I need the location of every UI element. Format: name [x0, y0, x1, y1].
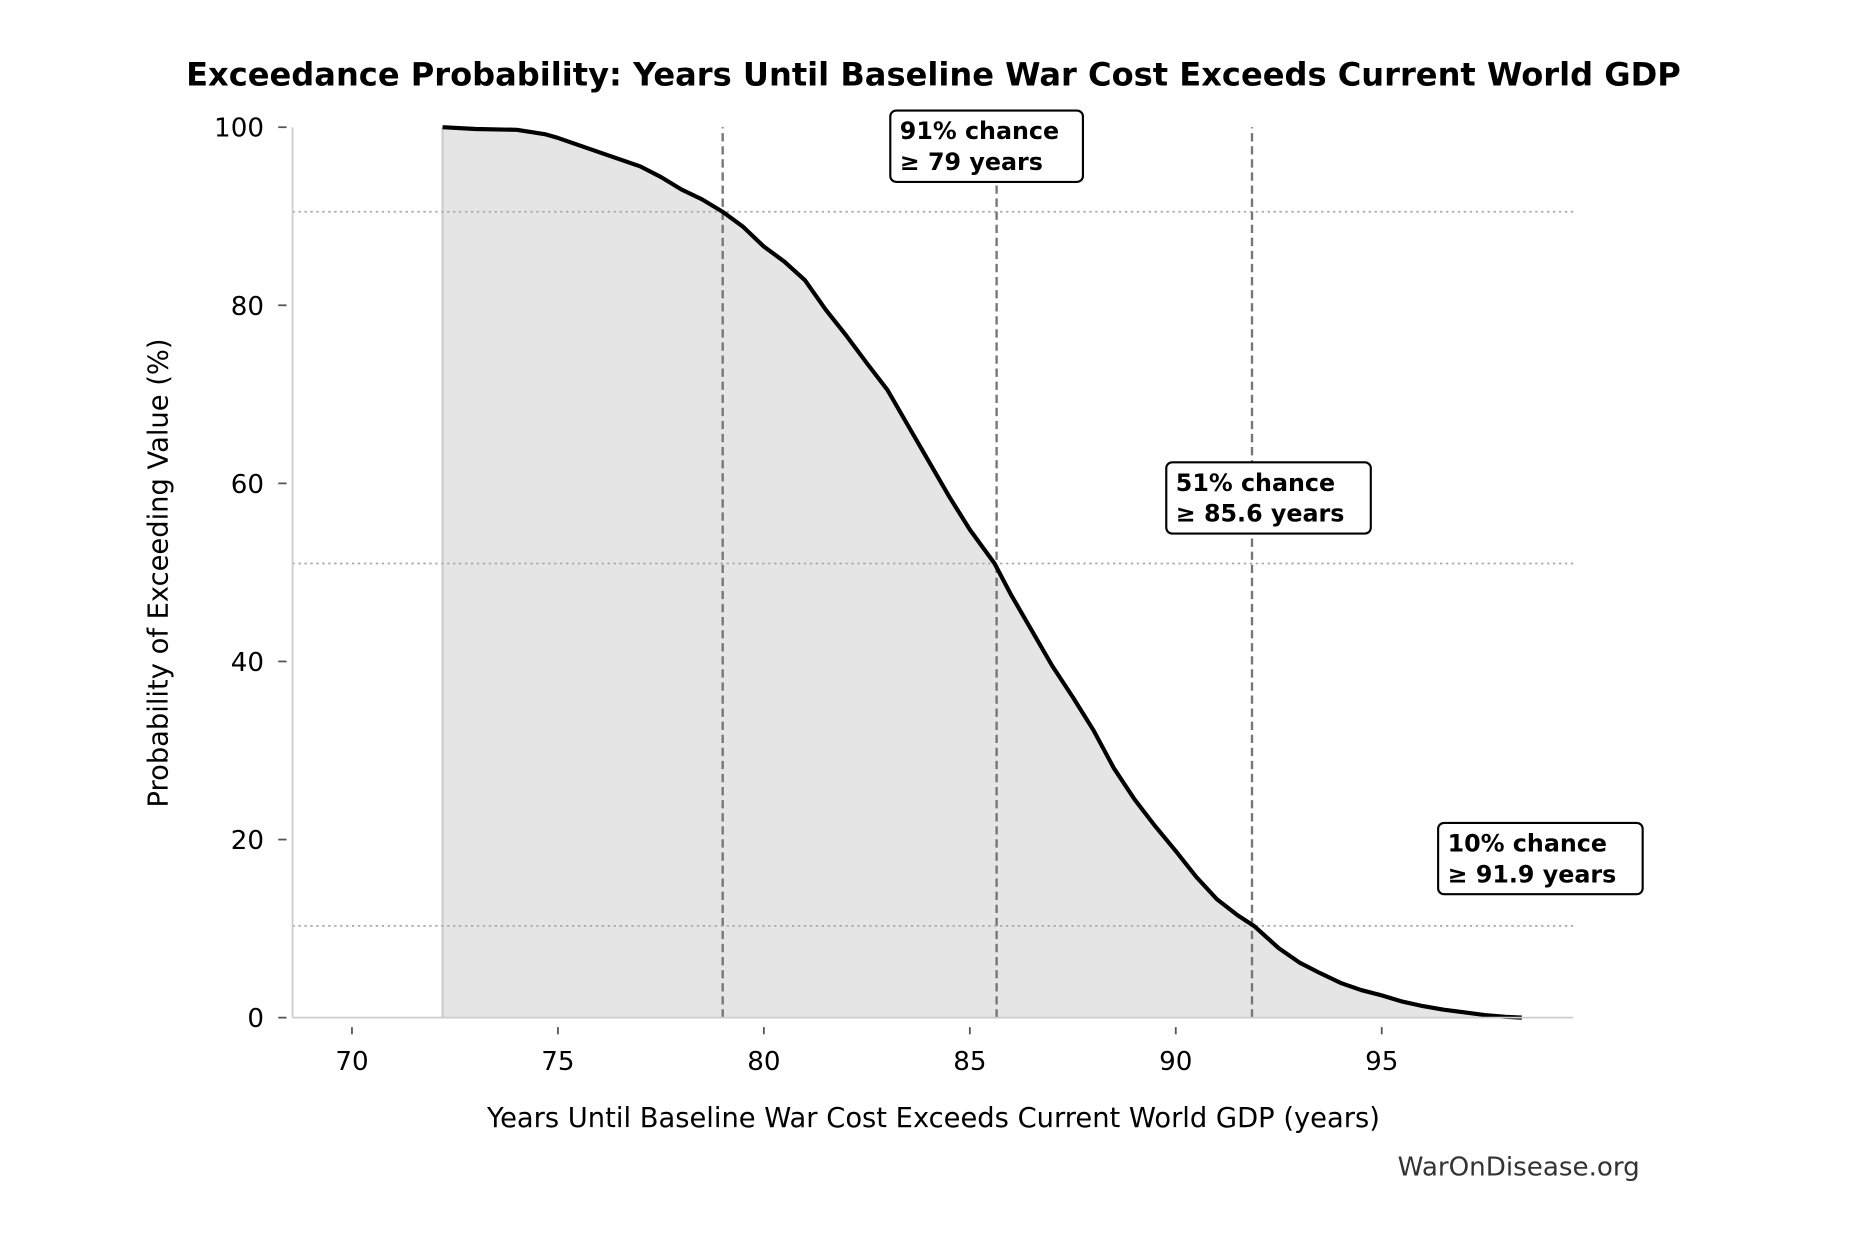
x-tick-label: 75 [541, 1047, 574, 1077]
annotation-line1: 10% chance [1448, 829, 1607, 857]
x-tick-label: 80 [747, 1047, 780, 1077]
annotation-line1: 51% chance [1176, 469, 1335, 497]
chart-title: Exceedance Probability: Years Until Base… [186, 56, 1681, 94]
annotation-line1: 91% chance [900, 117, 1059, 145]
y-tick-label: 80 [231, 292, 264, 322]
plot-area: 70 75 80 85 90 95 0 20 40 60 80 100 91% chance ≥ 79 y… [214, 109, 1644, 1077]
y-tick-label: 20 [231, 826, 264, 856]
x-tick-label: 70 [335, 1047, 368, 1077]
annotation-line2: ≥ 91.9 years [1448, 860, 1617, 888]
y-tick-label: 100 [214, 114, 264, 144]
y-axis-label: Probability of Exceeding Value (%) [144, 338, 175, 807]
x-tick-label: 95 [1365, 1047, 1398, 1077]
exceedance-curve [442, 125, 1522, 1020]
y-tick-label: 0 [247, 1004, 264, 1034]
x-tick-label: 85 [953, 1047, 986, 1077]
annotation-box: 51% chance ≥ 85.6 years [1165, 461, 1372, 535]
y-tick-label: 60 [231, 470, 264, 500]
annotation-border [889, 109, 1085, 183]
annotation-box: 10% chance ≥ 91.9 years [1437, 821, 1644, 896]
annotation-line2: ≥ 79 years [900, 148, 1043, 176]
annotation-line2: ≥ 85.6 years [1176, 500, 1345, 528]
annotation-box: 91% chance ≥ 79 years [889, 109, 1085, 183]
x-axis-label: Years Until Baseline War Cost Exceeds Cu… [486, 1103, 1380, 1134]
annotation-border [1437, 821, 1644, 896]
annotation-border [1165, 461, 1372, 535]
x-tick-label: 90 [1159, 1047, 1192, 1077]
watermark: WarOnDisease.org [1398, 1153, 1640, 1183]
area-fill [442, 127, 1522, 1018]
y-tick-label: 40 [231, 648, 264, 678]
